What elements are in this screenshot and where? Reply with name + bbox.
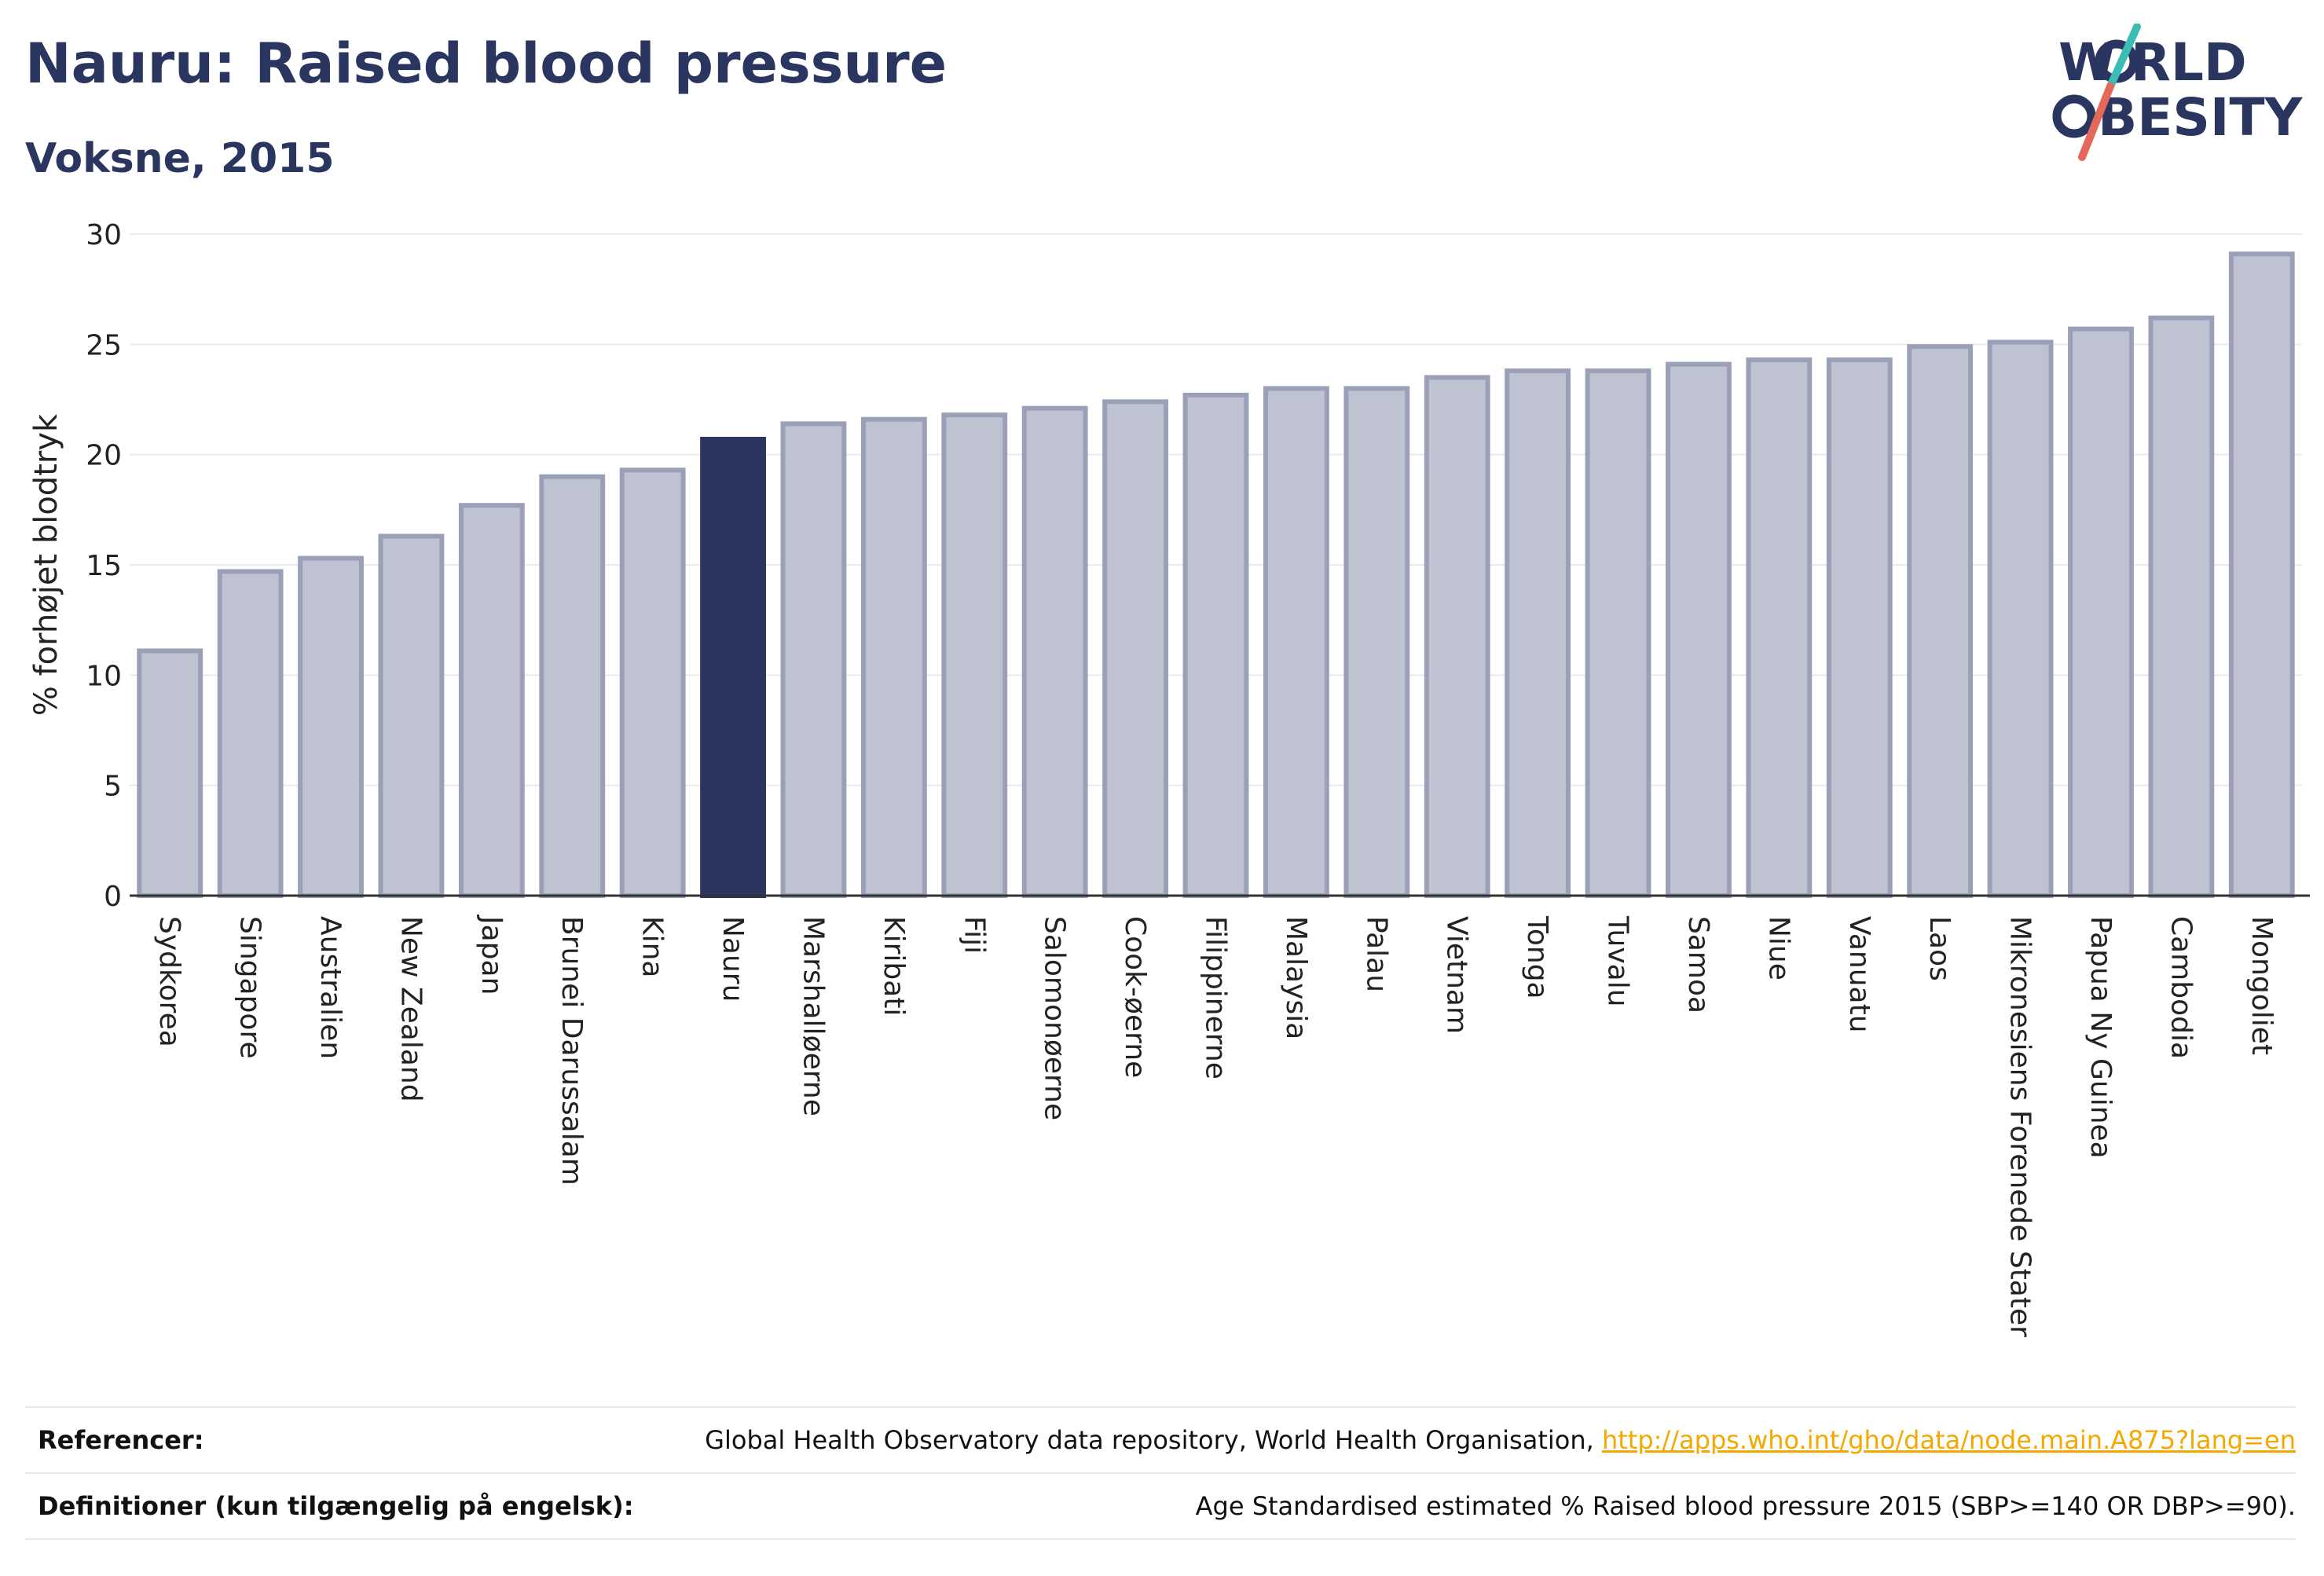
x-tick-label: Mikronesiens Forenede Stater [2004,916,2036,1337]
references-link[interactable]: http://apps.who.int/gho/data/node.main.A… [1601,1425,2296,1455]
bar-6 [619,467,686,898]
y-tick-label: 10 [86,660,122,692]
x-tick-label: Japan [475,914,508,995]
x-tick-label: Sydkorea [153,916,185,1047]
x-tick-label: Mongoliet [2245,916,2278,1055]
bar-26 [2228,251,2295,898]
x-tick-label: Laos [1923,916,1956,981]
bar-16 [1424,375,1490,898]
x-tick-label: Kina [636,916,669,978]
bar-12 [1102,399,1169,899]
x-axis-ticks: Sydkorea Singapore Australien New Zealand Ja… [153,914,2278,1337]
definitions-text: Age Standardised estimated % Raised bloo… [1195,1491,2296,1521]
x-tick-label: Singapore [234,916,266,1059]
footer-divider-middle [25,1472,2296,1474]
bar-3 [378,533,445,898]
bar-14 [1263,386,1329,898]
bar-11 [1021,405,1088,898]
bar-15 [1343,386,1410,898]
x-tick-label: Samoa [1682,916,1714,1013]
bar-0 [137,648,203,899]
references-text: Global Health Observatory data repositor… [705,1425,1602,1455]
y-axis-ticks: 0 5 10 15 20 25 30 [86,219,122,913]
bars [137,251,2295,899]
x-tick-label: Marshalløerne [797,916,829,1116]
chart-title: Nauru: Raised blood pressure [25,31,948,96]
svg-text:W: W [2058,32,2116,93]
x-tick-label: Malaysia [1280,916,1312,1039]
bar-chart: 0 5 10 15 20 25 30 Sydkorea Singapore Australien… [28,219,2310,1337]
x-tick-label: Cook-øerne [1119,916,1151,1078]
x-tick-label: Australien [314,916,346,1059]
y-tick-label: 0 [104,881,122,913]
bar-21 [1826,357,1893,899]
x-tick-label: Vanuatu [1843,916,1875,1033]
svg-text:RLD: RLD [2131,32,2247,93]
references-label: Referencer: [38,1425,204,1455]
bar-5 [539,474,606,898]
bar-10 [941,412,1008,898]
x-tick-label: New Zealand [394,916,427,1102]
bar-24 [2068,326,2134,899]
bar-highlight-7 [700,437,766,898]
x-tick-label: Brunei Darussalam [555,916,588,1186]
x-tick-label: Papua Ny Guinea [2084,916,2117,1159]
bar-4 [458,503,525,898]
bar-18 [1585,368,1651,899]
bar-22 [1907,344,1974,898]
x-tick-label: Kiribati [878,916,910,1016]
bar-9 [860,416,927,898]
x-tick-label: Salomonøerne [1039,916,1071,1120]
svg-text:BESITY: BESITY [2098,87,2304,148]
x-tick-label: Filippinerne [1200,916,1232,1079]
y-tick-label: 25 [86,329,122,361]
definitions-label: Definitioner (kun tilgængelig på engelsk… [38,1491,634,1521]
bar-23 [1987,339,2054,898]
bar-1 [217,569,284,898]
references-row: Referencer: Global Health Observatory da… [25,1408,2296,1472]
bar-13 [1182,392,1249,898]
x-tick-label: Nauru [717,916,749,1002]
x-tick-label: Niue [1762,916,1794,980]
bar-25 [2148,315,2215,898]
bar-2 [298,555,364,899]
bar-17 [1505,368,1571,899]
x-tick-label: Tonga [1521,915,1553,999]
y-axis-label: % forhøjet blodtryk [28,413,64,716]
footer-divider-bottom [25,1538,2296,1540]
bar-19 [1666,361,1732,898]
x-tick-label: Fiji [958,916,990,954]
world-obesity-logo: W RLD BESITY [2052,24,2304,161]
footer-divider-top [25,1406,2296,1408]
x-tick-label: Vietnam [1441,916,1473,1034]
chart-subtitle: Voksne, 2015 [25,135,335,182]
y-tick-label: 15 [86,550,122,582]
y-tick-label: 30 [86,219,122,251]
definitions-row: Definitioner (kun tilgængelig på engelsk… [25,1474,2296,1538]
references-value: Global Health Observatory data repositor… [705,1425,2296,1455]
x-tick-label: Tuvalu [1602,915,1634,1007]
x-tick-label: Cambodia [2165,916,2197,1059]
bar-8 [780,421,847,898]
bar-20 [1746,357,1813,899]
y-tick-label: 20 [86,440,122,472]
x-tick-label: Palau [1360,916,1392,992]
y-tick-label: 5 [104,771,122,803]
